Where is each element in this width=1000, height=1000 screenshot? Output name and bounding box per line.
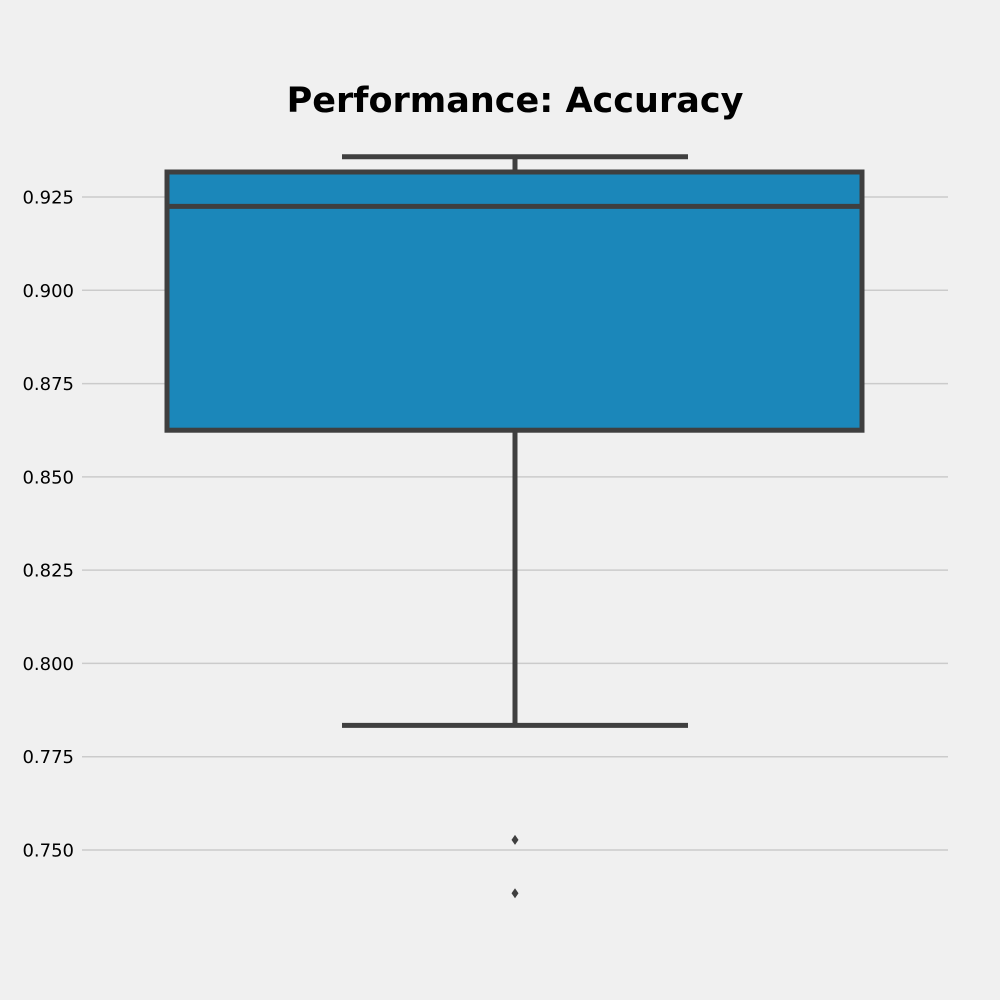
outlier-point bbox=[511, 888, 519, 899]
y-tick-label: 0.875 bbox=[22, 374, 74, 395]
y-tick-label: 0.850 bbox=[22, 467, 74, 488]
y-tick-label: 0.775 bbox=[22, 747, 74, 768]
interquartile-box bbox=[164, 169, 865, 433]
y-tick-label: 0.900 bbox=[22, 281, 74, 302]
box-plot bbox=[164, 154, 865, 899]
chart-title: Performance: Accuracy bbox=[287, 81, 744, 121]
y-tick-label: 0.825 bbox=[22, 561, 74, 582]
outlier-point bbox=[511, 834, 519, 845]
y-tick-label: 0.925 bbox=[22, 188, 74, 209]
y-axis-ticks: 0.750 0.775 0.800 0.825 0.850 0.875 0.900 0.925 bbox=[22, 188, 74, 862]
y-tick-label: 0.750 bbox=[22, 841, 74, 862]
y-tick-label: 0.800 bbox=[22, 654, 74, 675]
